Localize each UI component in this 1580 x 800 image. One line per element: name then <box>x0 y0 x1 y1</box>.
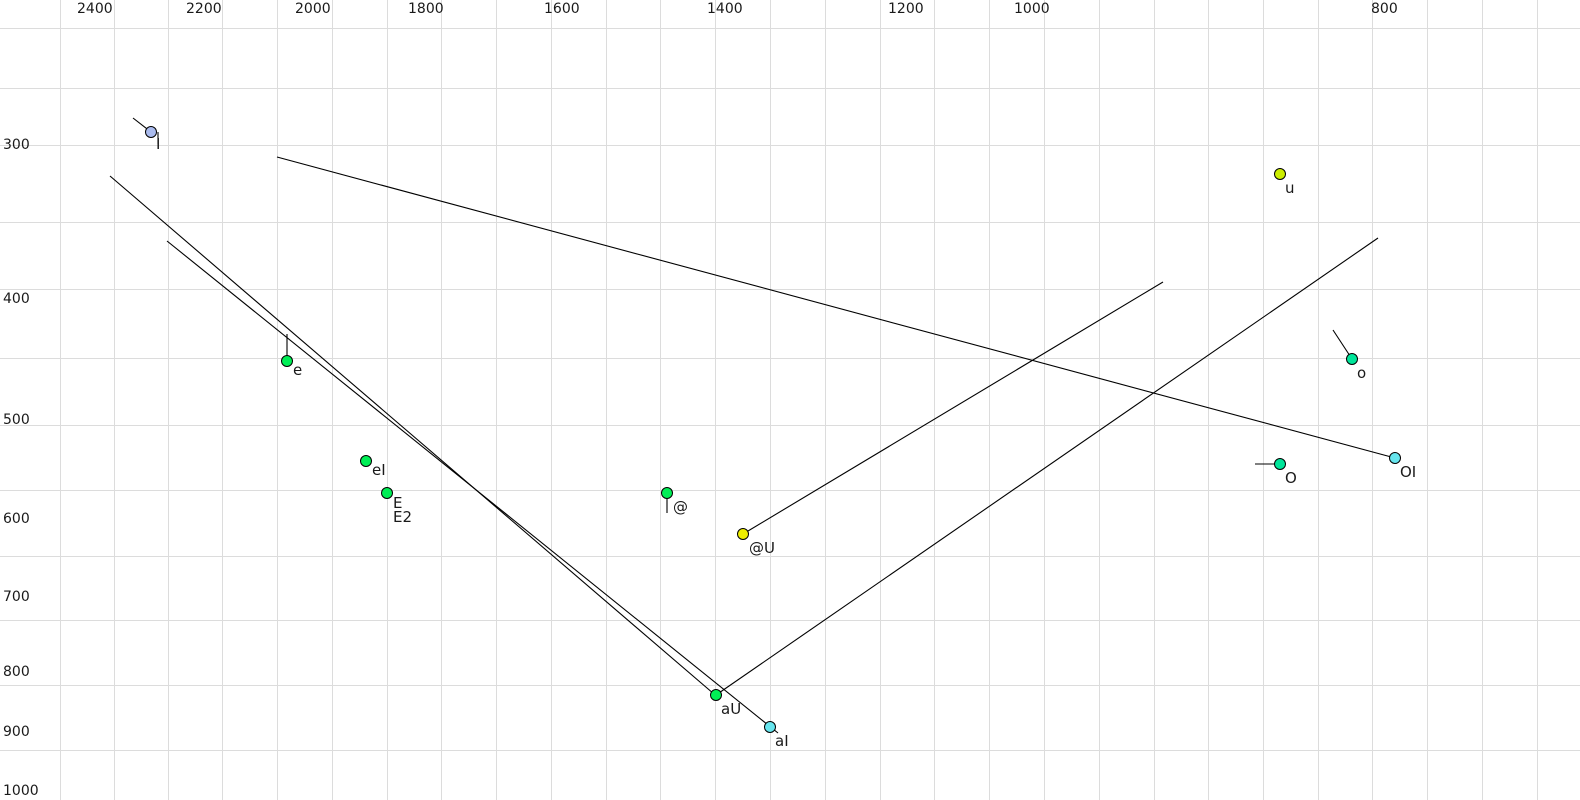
gridline-horizontal <box>0 358 1580 359</box>
x-tick-label: 1600 <box>544 1 580 17</box>
trajectory-line <box>715 237 1379 696</box>
vowel-point-label: I <box>156 135 161 153</box>
vowel-point-label: u <box>1285 179 1295 197</box>
x-tick-label: 1800 <box>408 1 444 17</box>
gridline-vertical <box>551 0 552 800</box>
gridline-vertical <box>1318 0 1319 800</box>
x-tick-label: 2400 <box>77 1 113 17</box>
vowel-point-label: @U <box>749 539 775 557</box>
vowel-point-label: E <box>393 494 403 512</box>
vowel-marker-dot[interactable] <box>710 689 722 701</box>
trajectory-line <box>276 156 1396 459</box>
gridline-vertical <box>60 0 61 800</box>
x-tick-label: 2200 <box>186 1 222 17</box>
gridline-vertical <box>606 0 607 800</box>
gridline-vertical <box>989 0 990 800</box>
gridline-vertical <box>1482 0 1483 800</box>
vowel-marker-dot[interactable] <box>360 455 372 467</box>
x-tick-label: 800 <box>1371 1 1398 17</box>
gridline-vertical <box>1263 0 1264 800</box>
gridline-vertical <box>1044 0 1045 800</box>
gridline-horizontal <box>0 28 1580 29</box>
gridline-vertical <box>114 0 115 800</box>
gridline-horizontal <box>0 289 1580 290</box>
gridline-horizontal <box>0 556 1580 557</box>
trajectory-line <box>109 175 715 695</box>
gridline-vertical <box>387 0 388 800</box>
vowel-point-label: o <box>1357 364 1367 382</box>
vowel-marker-dot[interactable] <box>1274 458 1286 470</box>
vowel-marker-dot[interactable] <box>1274 168 1286 180</box>
y-tick-label: 1000 <box>3 783 39 799</box>
gridline-vertical <box>496 0 497 800</box>
vowel-marker-dot[interactable] <box>737 528 749 540</box>
x-tick-label: 2000 <box>295 1 331 17</box>
vowel-point-label: O <box>1285 469 1297 487</box>
gridline-vertical <box>222 0 223 800</box>
gridline-vertical <box>1537 0 1538 800</box>
x-tick-label: 1400 <box>707 1 743 17</box>
gridline-horizontal <box>0 620 1580 621</box>
x-tick-label: 1200 <box>888 1 924 17</box>
gridline-horizontal <box>0 88 1580 89</box>
gridline-horizontal <box>0 222 1580 223</box>
trajectory-line <box>742 281 1164 535</box>
vowel-point-label: e <box>293 361 303 379</box>
y-tick-label: 500 <box>3 412 30 428</box>
gridline-vertical <box>660 0 661 800</box>
vowel-marker-dot[interactable] <box>381 487 393 499</box>
vowel-point-label: eI <box>372 461 386 479</box>
x-tick-label: 1000 <box>1014 1 1050 17</box>
gridline-horizontal <box>0 425 1580 426</box>
vowel-point-label: @ <box>673 498 688 516</box>
trajectory-line <box>166 240 779 734</box>
gridline-vertical <box>277 0 278 800</box>
gridline-vertical <box>1372 0 1373 800</box>
gridline-vertical <box>934 0 935 800</box>
gridline-vertical <box>770 0 771 800</box>
gridline-horizontal <box>0 490 1580 491</box>
gridline-vertical <box>825 0 826 800</box>
vowel-marker-dot[interactable] <box>145 126 157 138</box>
gridline-vertical <box>1427 0 1428 800</box>
vowel-marker-dot[interactable] <box>1346 353 1358 365</box>
vowel-point-label: aU <box>721 700 742 718</box>
gridline-vertical <box>1154 0 1155 800</box>
gridline-vertical <box>715 0 716 800</box>
y-tick-label: 700 <box>3 589 30 605</box>
vowel-marker-dot[interactable] <box>764 721 776 733</box>
y-tick-label: 300 <box>3 137 30 153</box>
gridline-vertical <box>880 0 881 800</box>
y-tick-label: 600 <box>3 511 30 527</box>
vowel-marker-dot[interactable] <box>661 487 673 499</box>
gridline-horizontal <box>0 750 1580 751</box>
gridline-vertical <box>441 0 442 800</box>
vowel-point-label: OI <box>1400 463 1417 481</box>
gridline-vertical <box>1099 0 1100 800</box>
y-tick-label: 800 <box>3 664 30 680</box>
gridline-vertical <box>168 0 169 800</box>
y-tick-label: 900 <box>3 724 30 740</box>
gridline-vertical <box>1208 0 1209 800</box>
gridline-vertical <box>332 0 333 800</box>
vowel-marker-dot[interactable] <box>1389 452 1401 464</box>
vowel-point-label: E2 <box>393 508 413 526</box>
gridline-horizontal <box>0 145 1580 146</box>
vowel-point-label: aI <box>775 732 789 750</box>
vowel-marker-dot[interactable] <box>281 355 293 367</box>
y-tick-label: 400 <box>3 291 30 307</box>
gridline-horizontal <box>0 685 1580 686</box>
